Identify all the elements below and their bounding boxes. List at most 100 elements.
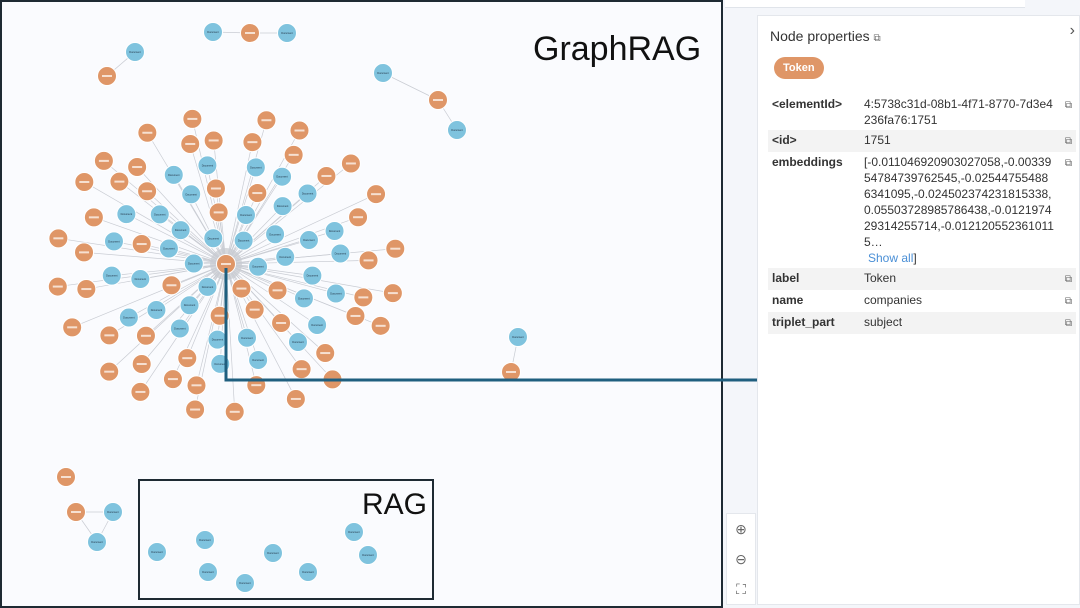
token-node[interactable] <box>66 502 86 522</box>
document-node[interactable]: Document <box>183 253 204 274</box>
document-node[interactable]: Document <box>147 542 167 562</box>
token-node[interactable] <box>340 153 361 174</box>
document-node[interactable]: Document <box>272 196 293 217</box>
document-node[interactable]: Document <box>298 230 319 251</box>
token-node[interactable] <box>428 90 448 110</box>
document-node[interactable]: Document <box>195 530 215 550</box>
document-node[interactable]: Document <box>236 204 257 225</box>
document-node[interactable]: Document <box>170 220 191 241</box>
token-node[interactable] <box>353 287 374 308</box>
document-node[interactable]: Document <box>508 327 528 347</box>
token-node[interactable] <box>56 467 76 487</box>
document-node[interactable]: Document <box>203 22 223 42</box>
token-node[interactable] <box>291 359 312 380</box>
document-node[interactable]: Document <box>101 265 122 286</box>
document-node[interactable]: Document <box>149 204 170 225</box>
document-node[interactable]: Document <box>325 283 346 304</box>
token-node[interactable] <box>315 343 336 364</box>
token-node[interactable] <box>62 317 83 338</box>
token-node[interactable] <box>137 122 158 143</box>
document-node[interactable]: Document <box>298 562 318 582</box>
document-node[interactable]: Document <box>235 573 255 593</box>
document-node[interactable]: Document <box>248 256 269 277</box>
copy-icon[interactable]: ⧉ <box>1064 158 1072 169</box>
token-node[interactable] <box>316 165 337 186</box>
token-node[interactable] <box>231 278 252 299</box>
token-node[interactable] <box>177 348 198 369</box>
token-node[interactable] <box>501 362 521 382</box>
document-node[interactable]: Document <box>275 246 296 267</box>
copy-icon[interactable]: ⧉ <box>1064 136 1072 147</box>
token-node[interactable] <box>135 325 156 346</box>
token-node[interactable] <box>283 144 304 165</box>
token-node[interactable] <box>209 305 230 326</box>
fit-screen-icon[interactable]: ⛶ <box>736 580 746 597</box>
document-node[interactable]: Document <box>293 288 314 309</box>
zoom-in-icon[interactable]: ⊕ <box>735 520 747 537</box>
token-node[interactable] <box>131 234 152 255</box>
copy-icon[interactable]: ⧉ <box>1064 296 1072 307</box>
token-node[interactable] <box>370 315 391 336</box>
copy-icon[interactable]: ⧉ <box>1064 274 1072 285</box>
document-node[interactable]: Document <box>146 300 167 321</box>
chevron-right-icon[interactable]: › <box>1069 22 1075 39</box>
token-node[interactable] <box>256 110 277 131</box>
token-node[interactable] <box>130 381 151 402</box>
document-node[interactable]: Document <box>130 269 151 290</box>
document-node[interactable]: Document <box>158 238 179 259</box>
document-node[interactable]: Document <box>263 543 283 563</box>
document-node[interactable]: Document <box>330 243 351 264</box>
document-node[interactable]: Document <box>344 522 364 542</box>
token-node[interactable] <box>382 283 403 304</box>
token-node[interactable] <box>242 132 263 153</box>
token-node[interactable] <box>185 399 206 420</box>
document-node[interactable]: Document <box>163 164 184 185</box>
token-node[interactable] <box>137 181 158 202</box>
document-node[interactable]: Document <box>179 295 200 316</box>
token-node[interactable] <box>366 184 387 205</box>
document-node[interactable]: Document <box>236 327 257 348</box>
token-node[interactable] <box>345 305 366 326</box>
document-node[interactable]: Document <box>307 315 328 336</box>
token-node[interactable] <box>240 23 260 43</box>
show-all-link[interactable]: Show all <box>868 251 914 265</box>
token-node[interactable] <box>289 120 310 141</box>
token-node[interactable] <box>97 66 117 86</box>
token-node[interactable] <box>76 279 97 300</box>
token-node[interactable] <box>267 280 288 301</box>
token-node[interactable] <box>47 276 68 297</box>
token-node[interactable] <box>203 130 224 151</box>
token-node[interactable] <box>208 202 229 223</box>
token-node[interactable] <box>358 250 379 271</box>
document-node[interactable]: Document <box>297 183 318 204</box>
token-node[interactable] <box>385 238 406 259</box>
token-node[interactable] <box>74 171 95 192</box>
document-node[interactable]: Document <box>116 204 137 225</box>
document-node[interactable]: Document <box>272 166 293 187</box>
document-node[interactable]: Document <box>125 42 145 62</box>
document-node[interactable]: Document <box>198 562 218 582</box>
token-node[interactable] <box>348 207 369 228</box>
token-node[interactable] <box>285 388 306 409</box>
token-node[interactable] <box>186 375 207 396</box>
token-node[interactable] <box>162 369 183 390</box>
token-node[interactable] <box>109 171 130 192</box>
document-node[interactable]: Document <box>324 220 345 241</box>
token-node[interactable] <box>161 275 182 296</box>
copy-icon[interactable]: ⧉ <box>1064 100 1072 111</box>
token-node[interactable] <box>182 108 203 129</box>
token-node[interactable] <box>48 228 69 249</box>
document-node[interactable]: Document <box>169 318 190 339</box>
token-node[interactable] <box>247 183 268 204</box>
document-node[interactable]: Document <box>447 120 467 140</box>
document-node[interactable]: Document <box>181 184 202 205</box>
token-node[interactable] <box>180 133 201 154</box>
document-node[interactable]: Document <box>358 545 378 565</box>
document-node[interactable]: Document <box>118 307 139 328</box>
token-node[interactable] <box>83 207 104 228</box>
token-node[interactable] <box>99 361 120 382</box>
document-node[interactable]: Document <box>203 228 224 249</box>
document-node[interactable]: Document <box>87 532 107 552</box>
token-node[interactable] <box>127 157 148 178</box>
token-node[interactable] <box>74 242 95 263</box>
